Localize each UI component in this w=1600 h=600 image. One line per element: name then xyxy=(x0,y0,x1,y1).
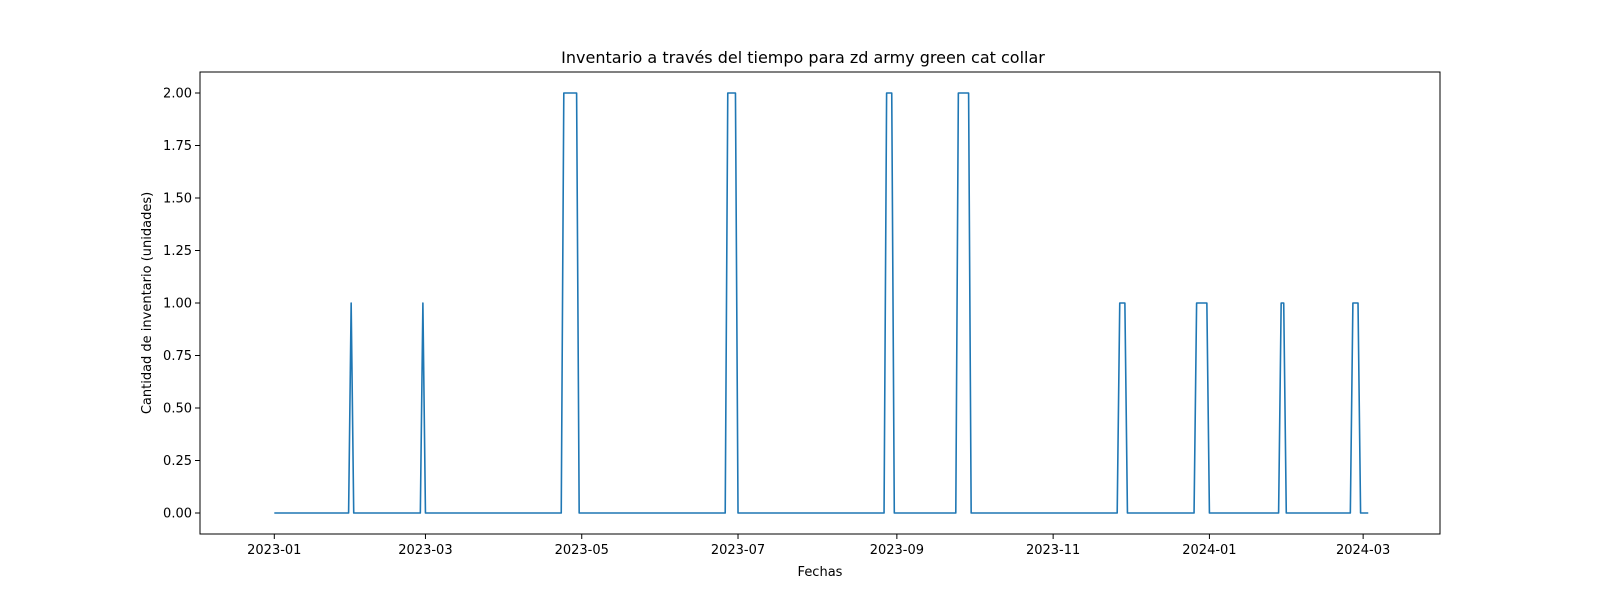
y-tick-label: 1.50 xyxy=(163,192,192,207)
x-tick-label: 2023-05 xyxy=(555,543,609,558)
x-axis-label: Fechas xyxy=(798,565,843,580)
plot-area xyxy=(274,92,1369,514)
x-tick-label: 2023-11 xyxy=(1026,543,1080,558)
y-tick-label: 0.25 xyxy=(163,454,192,469)
x-tick-label: 2023-01 xyxy=(247,543,301,558)
y-tick-label: 1.00 xyxy=(163,297,192,312)
x-tick-label: 2023-07 xyxy=(711,543,765,558)
y-tick-label: 1.25 xyxy=(163,244,192,259)
plot-frame xyxy=(199,71,1441,535)
x-tick-label: 2024-01 xyxy=(1182,543,1236,558)
x-tick-label: 2023-09 xyxy=(870,543,924,558)
chart-title: Inventario a través del tiempo para zd a… xyxy=(561,48,1045,67)
x-tick-label: 2024-03 xyxy=(1336,543,1390,558)
y-axis-label: Cantidad de inventario (unidades) xyxy=(140,192,155,414)
y-tick-label: 1.75 xyxy=(163,139,192,154)
y-tick-label: 0.75 xyxy=(163,349,192,364)
x-axis: 2023-01 2023-03 2023-05 2023-07 2023-09 2023-… xyxy=(247,534,1390,558)
y-tick-label: 2.00 xyxy=(163,87,192,102)
y-tick-label: 0.00 xyxy=(163,507,192,522)
x-tick-label: 2023-03 xyxy=(398,543,452,558)
y-tick-label: 0.50 xyxy=(163,402,192,417)
series-line xyxy=(274,92,1369,514)
y-axis: 0.00 0.25 0.50 0.75 1.00 1.25 1.50 1.75 2.00 xyxy=(163,87,200,522)
